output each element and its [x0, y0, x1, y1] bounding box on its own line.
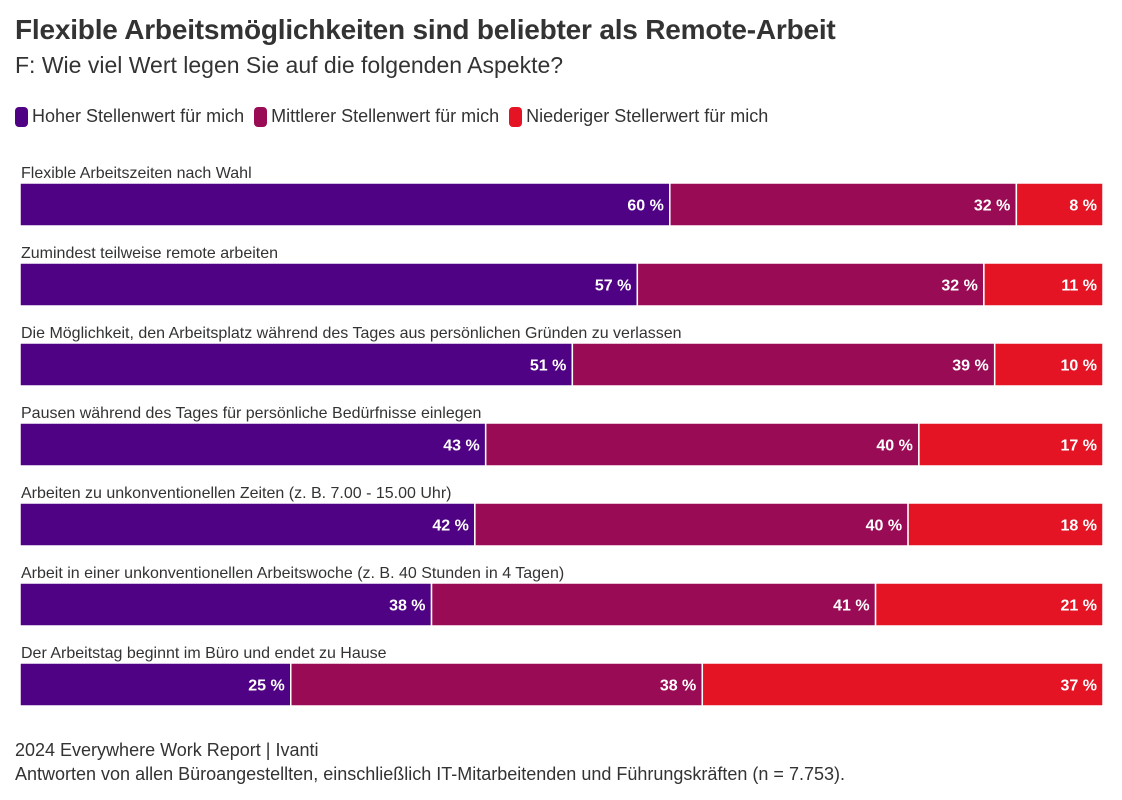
data-label-low: 8 %: [1069, 198, 1097, 215]
bar-segment-high: [19, 662, 292, 707]
bar-segment-high: [19, 182, 671, 227]
legend-item-low: Niederiger Stellerwert für mich: [509, 106, 768, 127]
bar-segment-high: [19, 342, 574, 387]
bar-segment-low: [874, 582, 1104, 627]
chart-subtitle: F: Wie viel Wert legen Sie auf die folge…: [15, 52, 564, 78]
bar-segment-low: [993, 342, 1104, 387]
data-label-high: 42 %: [432, 518, 468, 535]
data-label-medium: 39 %: [952, 358, 988, 375]
data-label-low: 21 %: [1061, 598, 1097, 615]
data-label-low: 17 %: [1061, 438, 1097, 455]
legend: Hoher Stellenwert für mich Mittlerer Ste…: [15, 106, 778, 127]
legend-swatch-medium: [254, 106, 268, 127]
bar-segment-low: [701, 662, 1104, 707]
category-label: Der Arbeitstag beginnt im Büro und endet…: [21, 645, 387, 662]
legend-swatch-high: [15, 106, 28, 127]
data-label-medium: 40 %: [876, 438, 912, 455]
data-label-medium: 41 %: [833, 598, 869, 615]
data-label-medium: 40 %: [866, 518, 902, 535]
chart-title: Flexible Arbeitsmöglichkeiten sind belie…: [15, 14, 836, 45]
bar-segment-medium: [474, 502, 909, 547]
category-label: Pausen während des Tages für persönliche…: [21, 405, 481, 422]
data-label-high: 25 %: [248, 678, 284, 695]
bar-row: Der Arbeitstag beginnt im Büro und endet…: [19, 645, 1104, 707]
data-label-low: 18 %: [1061, 518, 1097, 535]
bar-segment-medium: [430, 582, 877, 627]
category-label: Die Möglichkeit, den Arbeitsplatz währen…: [21, 325, 682, 342]
bar-segment-low: [907, 502, 1104, 547]
data-label-medium: 38 %: [660, 678, 696, 695]
bar-segment-high: [19, 262, 639, 307]
bar-row: Zumindest teilweise remote arbeiten 57 % 3…: [19, 245, 1104, 307]
data-label-high: 60 %: [627, 198, 663, 215]
bar-row: Arbeit in einer unkonventionellen Arbeit…: [19, 565, 1104, 627]
data-label-high: 38 %: [389, 598, 425, 615]
legend-label-low: Niederiger Stellerwert für mich: [526, 106, 769, 126]
data-label-high: 51 %: [530, 358, 566, 375]
legend-item-medium: Mittlerer Stellenwert für mich: [254, 106, 499, 127]
bar-row: Pausen während des Tages für persönliche…: [19, 405, 1104, 467]
bar-row: Die Möglichkeit, den Arbeitsplatz währen…: [19, 325, 1104, 387]
bar-segment-medium: [669, 182, 1018, 227]
category-label: Zumindest teilweise remote arbeiten: [21, 245, 278, 262]
legend-item-high: Hoher Stellenwert für mich: [15, 106, 244, 127]
legend-swatch-low: [509, 106, 523, 127]
bar-row: Flexible Arbeitszeiten nach Wahl 60 % 32 %…: [19, 165, 1104, 227]
bar-segment-medium: [636, 262, 985, 307]
bar-segment-medium: [484, 422, 920, 467]
bar-segment-low: [1015, 182, 1104, 227]
footer-source: 2024 Everywhere Work Report | Ivanti: [15, 740, 319, 760]
legend-label-high: Hoher Stellenwert für mich: [32, 106, 245, 126]
footer-note: Antworten von allen Büroangestellten, ei…: [15, 764, 845, 784]
bar-segment-high: [19, 582, 433, 627]
data-label-high: 57 %: [595, 278, 631, 295]
category-label: Arbeit in einer unkonventionellen Arbeit…: [21, 565, 564, 582]
legend-label-medium: Mittlerer Stellenwert für mich: [271, 106, 500, 126]
category-label: Flexible Arbeitszeiten nach Wahl: [21, 165, 252, 182]
data-label-low: 10 %: [1061, 358, 1097, 375]
data-label-low: 37 %: [1061, 678, 1097, 695]
chart-plot-area: Flexible Arbeitszeiten nach Wahl 60 % 32 %…: [19, 165, 1104, 707]
bar-segment-high: [19, 422, 487, 467]
bar-segment-medium: [571, 342, 996, 387]
bar-segment-high: [19, 502, 476, 547]
data-label-low: 11 %: [1061, 278, 1097, 295]
bar-segment-low: [918, 422, 1104, 467]
data-label-medium: 32 %: [941, 278, 977, 295]
bar-row: Arbeiten zu unkonventionellen Zeiten (z.…: [19, 485, 1104, 547]
data-label-medium: 32 %: [974, 198, 1010, 215]
category-label: Arbeiten zu unkonventionellen Zeiten (z.…: [21, 485, 451, 502]
bar-segment-medium: [290, 662, 704, 707]
bar-segment-low: [983, 262, 1104, 307]
data-label-high: 43 %: [443, 438, 479, 455]
